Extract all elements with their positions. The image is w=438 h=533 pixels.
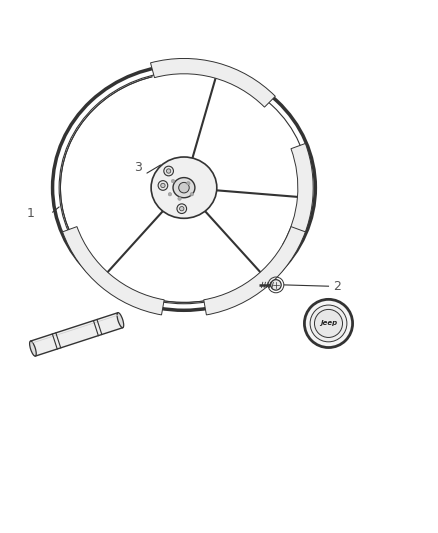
Wedge shape <box>63 227 164 315</box>
Circle shape <box>177 204 187 214</box>
Circle shape <box>271 280 281 290</box>
Circle shape <box>179 182 189 193</box>
Circle shape <box>178 197 181 200</box>
Ellipse shape <box>173 177 195 198</box>
Circle shape <box>304 300 353 348</box>
Text: 3: 3 <box>134 161 142 174</box>
Text: 1: 1 <box>27 207 35 221</box>
Circle shape <box>187 182 190 185</box>
Circle shape <box>161 183 165 188</box>
Ellipse shape <box>117 313 124 328</box>
Text: 2: 2 <box>333 280 341 293</box>
Ellipse shape <box>151 157 217 219</box>
Wedge shape <box>204 227 305 315</box>
Circle shape <box>180 206 184 211</box>
Circle shape <box>190 192 194 196</box>
Polygon shape <box>31 313 123 356</box>
Circle shape <box>168 192 172 196</box>
Circle shape <box>171 179 175 183</box>
Circle shape <box>166 169 171 173</box>
Circle shape <box>164 166 173 176</box>
Circle shape <box>314 310 343 337</box>
Ellipse shape <box>30 341 36 356</box>
Text: Jeep: Jeep <box>320 320 337 326</box>
Circle shape <box>310 305 347 342</box>
Wedge shape <box>283 143 313 252</box>
Circle shape <box>158 181 168 190</box>
Wedge shape <box>151 59 276 107</box>
